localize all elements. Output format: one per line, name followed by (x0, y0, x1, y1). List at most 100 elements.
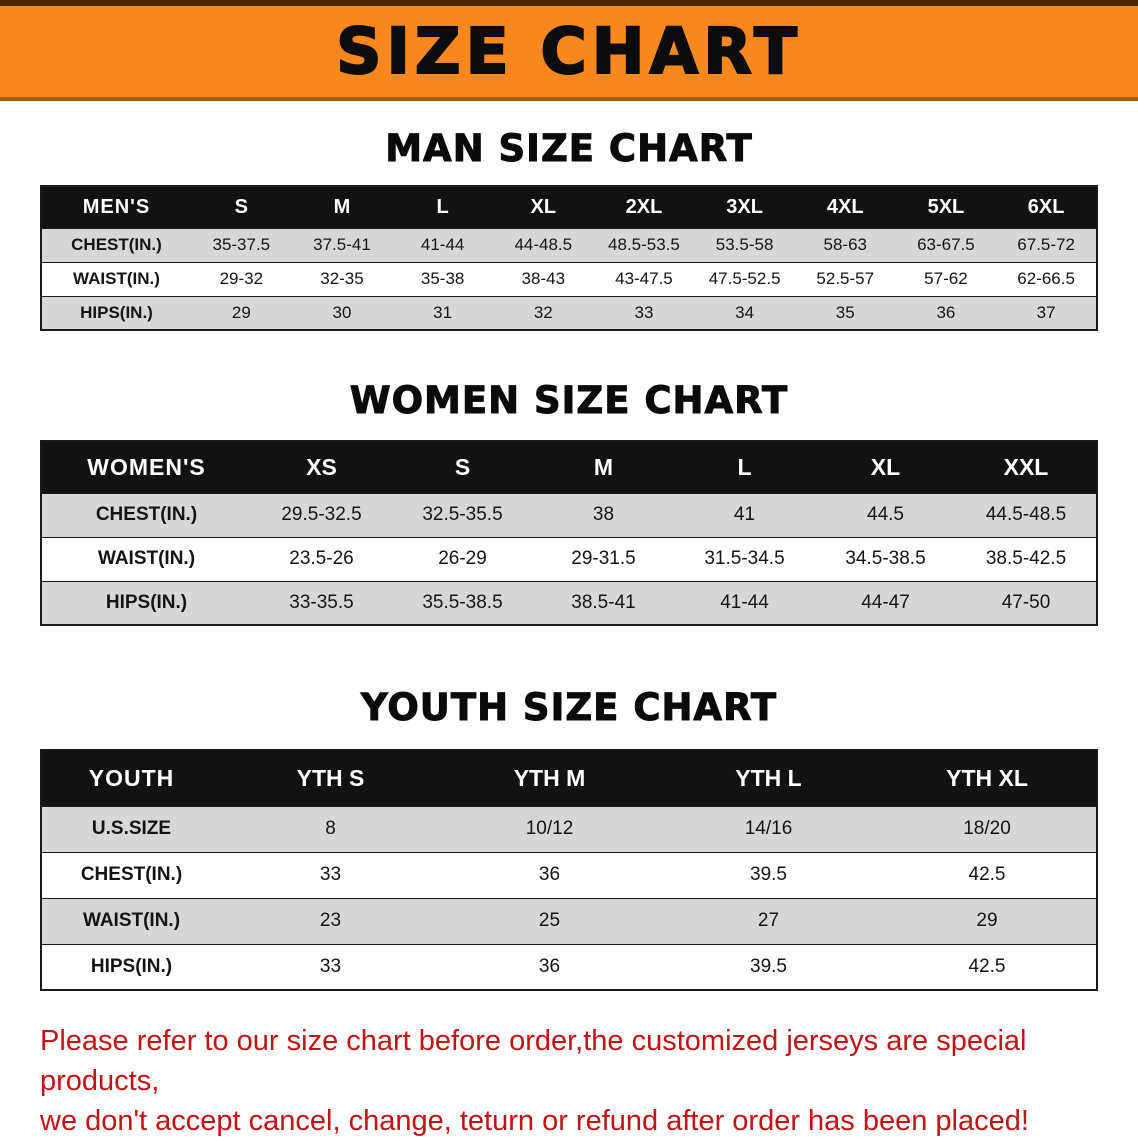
women-col-header-m: M (533, 440, 674, 494)
size-cell: 43-47.5 (593, 261, 695, 297)
disclaimer-note: Please refer to our size chart before or… (40, 1021, 1098, 1141)
size-cell: 41-44 (392, 227, 493, 263)
disclaimer-line-2: we don't accept cancel, change, teturn o… (40, 1105, 1029, 1137)
size-cell: 44.5 (815, 492, 956, 538)
size-cell: 58-63 (794, 227, 896, 263)
youth-size-table: YOUTH YTH S YTH M YTH L YTH XL U.S.SIZE … (40, 749, 1098, 991)
size-cell: 31 (392, 295, 493, 331)
size-cell: 29 (878, 897, 1097, 945)
row-label: WAIST(IN.) (41, 897, 221, 945)
size-cell: 33 (221, 943, 440, 991)
size-cell: 35-38 (392, 261, 493, 297)
size-cell: 38-43 (492, 261, 594, 297)
size-cell: 29-32 (191, 261, 292, 297)
men-chest-row: CHEST(IN.) 35-37.5 37.5-41 41-44 44-48.5… (41, 227, 1097, 263)
size-cell: 10/12 (440, 805, 659, 853)
men-col-header-xl: XL (492, 185, 594, 229)
size-cell: 42.5 (878, 851, 1097, 899)
size-cell: 34 (694, 295, 795, 331)
youth-col-header-l: YTH L (659, 749, 878, 807)
size-cell: 38.5-42.5 (956, 536, 1097, 582)
men-col-header-4xl: 4XL (794, 185, 896, 229)
youth-hips-row: HIPS(IN.) 33 36 39.5 42.5 (41, 943, 1097, 991)
size-cell: 52.5-57 (794, 261, 896, 297)
row-label: CHEST(IN.) (41, 851, 221, 899)
row-label: WAIST(IN.) (41, 536, 251, 582)
men-table-title: MEN'S (41, 185, 191, 229)
size-cell: 35 (794, 295, 896, 331)
disclaimer-line-1: Please refer to our size chart before or… (40, 1025, 1027, 1097)
men-waist-row: WAIST(IN.) 29-32 32-35 35-38 38-43 43-47… (41, 261, 1097, 297)
size-cell: 8 (221, 805, 440, 853)
size-cell: 41-44 (674, 580, 815, 626)
youth-table-title: YOUTH (41, 749, 221, 807)
size-cell: 32 (492, 295, 594, 331)
youth-col-header-xl: YTH XL (878, 749, 1097, 807)
size-cell: 18/20 (878, 805, 1097, 853)
youth-chest-row: CHEST(IN.) 33 36 39.5 42.5 (41, 851, 1097, 899)
size-cell: 63-67.5 (895, 227, 997, 263)
men-hips-row: HIPS(IN.) 29 30 31 32 33 34 35 36 37 (41, 295, 1097, 331)
size-cell: 29-31.5 (533, 536, 674, 582)
women-col-header-xl: XL (815, 440, 956, 494)
youth-col-header-s: YTH S (221, 749, 440, 807)
size-cell: 34.5-38.5 (815, 536, 956, 582)
size-cell: 44.5-48.5 (956, 492, 1097, 538)
men-col-header-5xl: 5XL (895, 185, 997, 229)
size-cell: 25 (440, 897, 659, 945)
size-cell: 31.5-34.5 (674, 536, 815, 582)
size-cell: 35-37.5 (191, 227, 292, 263)
size-cell: 30 (291, 295, 393, 331)
youth-chart-heading: YOUTH SIZE CHART (360, 686, 778, 730)
men-chart-heading: MAN SIZE CHART (385, 127, 753, 171)
size-cell: 32.5-35.5 (392, 492, 533, 538)
size-cell: 42.5 (878, 943, 1097, 991)
row-label: HIPS(IN.) (41, 295, 191, 331)
youth-col-header-m: YTH M (440, 749, 659, 807)
size-cell: 27 (659, 897, 878, 945)
row-label: WAIST(IN.) (41, 261, 191, 297)
men-col-header-l: L (392, 185, 493, 229)
men-col-header-s: S (191, 185, 292, 229)
size-cell: 62-66.5 (996, 261, 1097, 297)
size-cell: 39.5 (659, 851, 878, 899)
women-hips-row: HIPS(IN.) 33-35.5 35.5-38.5 38.5-41 41-4… (41, 580, 1097, 626)
women-table-title: WOMEN'S (41, 440, 251, 494)
youth-header-row: YOUTH YTH S YTH M YTH L YTH XL (41, 749, 1097, 807)
women-chest-row: CHEST(IN.) 29.5-32.5 32.5-35.5 38 41 44.… (41, 492, 1097, 538)
row-label: U.S.SIZE (41, 805, 221, 853)
size-cell: 37 (996, 295, 1097, 331)
size-cell: 37.5-41 (291, 227, 393, 263)
size-cell: 33-35.5 (251, 580, 392, 626)
men-col-header-3xl: 3XL (694, 185, 795, 229)
women-header-row: WOMEN'S XS S M L XL XXL (41, 440, 1097, 494)
women-col-header-xxl: XXL (956, 440, 1097, 494)
row-label: CHEST(IN.) (41, 492, 251, 538)
size-cell: 53.5-58 (694, 227, 795, 263)
row-label: CHEST(IN.) (41, 227, 191, 263)
women-waist-row: WAIST(IN.) 23.5-26 26-29 29-31.5 31.5-34… (41, 536, 1097, 582)
men-header-row: MEN'S S M L XL 2XL 3XL 4XL 5XL 6XL (41, 185, 1097, 229)
size-cell: 23 (221, 897, 440, 945)
size-cell: 36 (440, 851, 659, 899)
men-size-table: MEN'S S M L XL 2XL 3XL 4XL 5XL 6XL CHEST… (40, 185, 1098, 331)
size-cell: 38.5-41 (533, 580, 674, 626)
size-cell: 33 (593, 295, 695, 331)
size-cell: 36 (440, 943, 659, 991)
banner-title: SIZE CHART (335, 14, 802, 89)
size-cell: 41 (674, 492, 815, 538)
size-cell: 26-29 (392, 536, 533, 582)
size-cell: 32-35 (291, 261, 393, 297)
size-cell: 33 (221, 851, 440, 899)
size-cell: 35.5-38.5 (392, 580, 533, 626)
women-col-header-l: L (674, 440, 815, 494)
youth-waist-row: WAIST(IN.) 23 25 27 29 (41, 897, 1097, 945)
women-col-header-xs: XS (251, 440, 392, 494)
men-size-chart-section: MAN SIZE CHART MEN'S S M L XL 2XL 3XL 4X… (0, 127, 1138, 331)
size-cell: 48.5-53.5 (593, 227, 695, 263)
size-cell: 67.5-72 (996, 227, 1097, 263)
size-chart-banner: SIZE CHART (0, 0, 1138, 101)
row-label: HIPS(IN.) (41, 943, 221, 991)
men-col-header-m: M (291, 185, 393, 229)
size-cell: 23.5-26 (251, 536, 392, 582)
